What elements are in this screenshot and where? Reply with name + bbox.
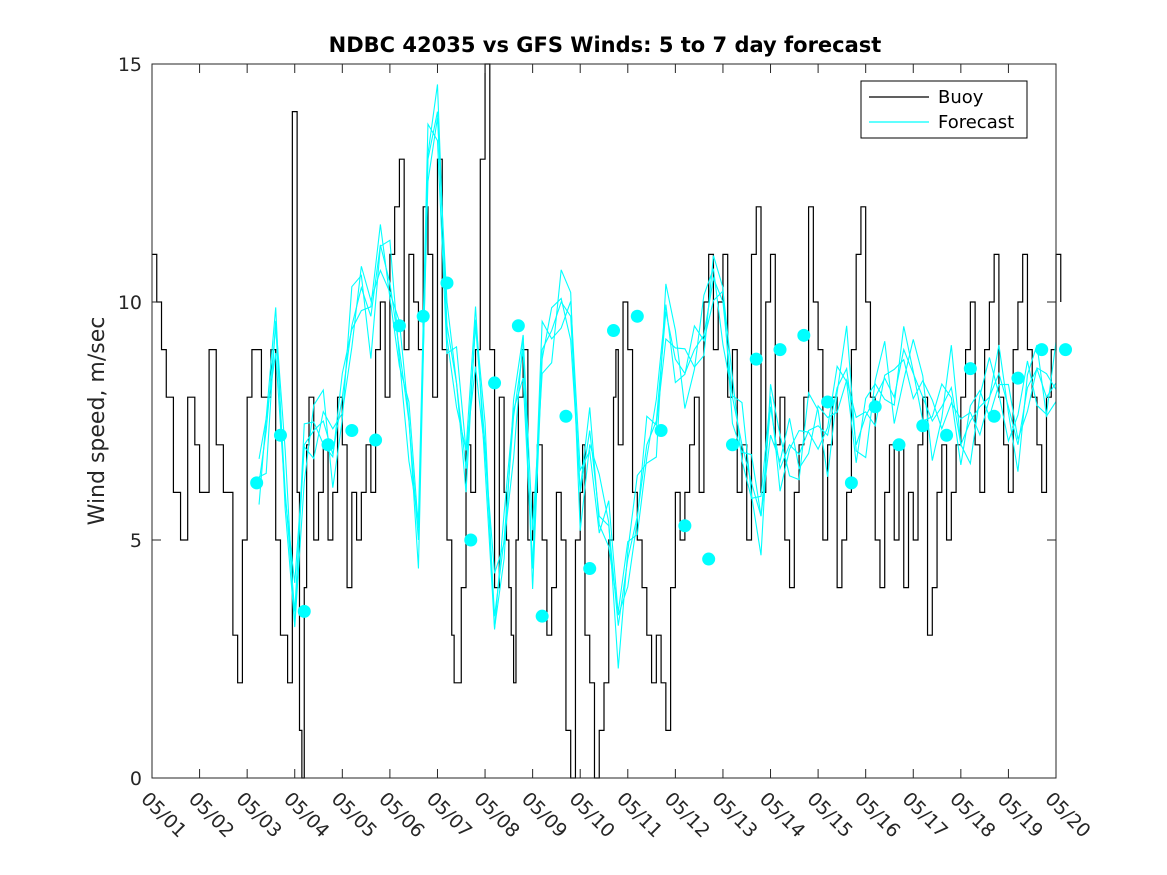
forecast-marker <box>773 343 787 357</box>
x-tick-label: 05/04 <box>279 788 333 842</box>
forecast-marker <box>559 409 573 423</box>
x-tick-label: 05/12 <box>660 788 714 842</box>
x-tick-label: 05/07 <box>422 788 476 842</box>
forecast-marker <box>963 362 977 376</box>
forecast-marker <box>702 552 716 566</box>
x-tick-label: 05/14 <box>755 788 809 842</box>
plot-area: 05101505/0105/0205/0305/0405/0505/0605/0… <box>118 54 1095 842</box>
tick-layer: 05101505/0105/0205/0305/0405/0505/0605/0… <box>118 54 1095 842</box>
forecast-marker <box>797 328 811 342</box>
x-tick-label: 05/15 <box>803 788 857 842</box>
forecast-marker <box>535 609 549 623</box>
forecast-marker <box>678 519 692 533</box>
forecast-marker <box>749 352 763 366</box>
forecast-marker <box>369 433 383 447</box>
legend-box <box>860 80 1028 139</box>
forecast-marker <box>440 276 454 290</box>
forecast-marker <box>488 376 502 390</box>
x-tick-label: 05/13 <box>707 788 761 842</box>
buoy-series-layer <box>152 63 1062 779</box>
forecast-marker <box>416 309 430 323</box>
x-tick-label: 05/01 <box>136 788 190 842</box>
x-tick-label: 05/08 <box>470 788 524 842</box>
forecast-marker <box>821 395 835 409</box>
x-tick-label: 05/03 <box>232 788 286 842</box>
forecast-marker <box>987 409 1001 423</box>
forecast-marker <box>940 428 954 442</box>
forecast-marker <box>607 324 621 338</box>
y-tick-label: 0 <box>130 768 142 790</box>
forecast-marker <box>273 428 287 442</box>
forecast-marker <box>892 438 906 452</box>
chart-title: NDBC 42035 vs GFS Winds: 5 to 7 day fore… <box>329 33 882 57</box>
x-tick-label: 05/19 <box>993 788 1047 842</box>
x-tick-label: 05/10 <box>565 788 619 842</box>
forecast-marker <box>250 476 264 490</box>
forecast-marker <box>392 319 406 333</box>
forecast-marker <box>297 604 311 618</box>
legend-buoy-label: Buoy <box>938 87 984 108</box>
x-tick-label: 05/09 <box>517 788 571 842</box>
forecast-marker <box>868 400 882 414</box>
y-tick-label: 10 <box>118 292 142 314</box>
x-tick-label: 05/17 <box>898 788 952 842</box>
forecast-marker-layer <box>250 276 1073 623</box>
legend-forecast-label: Forecast <box>938 112 1014 133</box>
forecast-marker <box>583 562 597 576</box>
forecast-marker <box>1011 371 1025 385</box>
x-tick-label: 05/20 <box>1040 788 1094 842</box>
x-tick-label: 05/11 <box>612 788 666 842</box>
y-axis-label: Wind speed, m/sec <box>85 317 110 526</box>
x-tick-label: 05/06 <box>374 788 428 842</box>
axes-box <box>151 63 1057 779</box>
x-tick-label: 05/18 <box>945 788 999 842</box>
forecast-marker <box>464 533 478 547</box>
forecast-marker <box>1035 343 1049 357</box>
forecast-line <box>258 122 1057 669</box>
buoy-line <box>152 63 1062 779</box>
y-tick-label: 5 <box>130 530 142 552</box>
forecast-marker <box>916 419 930 433</box>
forecast-marker <box>725 438 739 452</box>
x-tick-label: 05/02 <box>184 788 238 842</box>
x-tick-label: 05/16 <box>850 788 904 842</box>
forecast-marker <box>321 438 335 452</box>
forecast-marker <box>1059 343 1073 357</box>
forecast-marker <box>345 424 359 438</box>
y-tick-label: 15 <box>118 54 142 76</box>
forecast-marker <box>511 319 525 333</box>
forecast-marker <box>844 476 858 490</box>
forecast-marker <box>630 309 644 323</box>
forecast-marker <box>654 424 668 438</box>
x-tick-label: 05/05 <box>327 788 381 842</box>
legend: Buoy Forecast <box>860 80 1028 139</box>
